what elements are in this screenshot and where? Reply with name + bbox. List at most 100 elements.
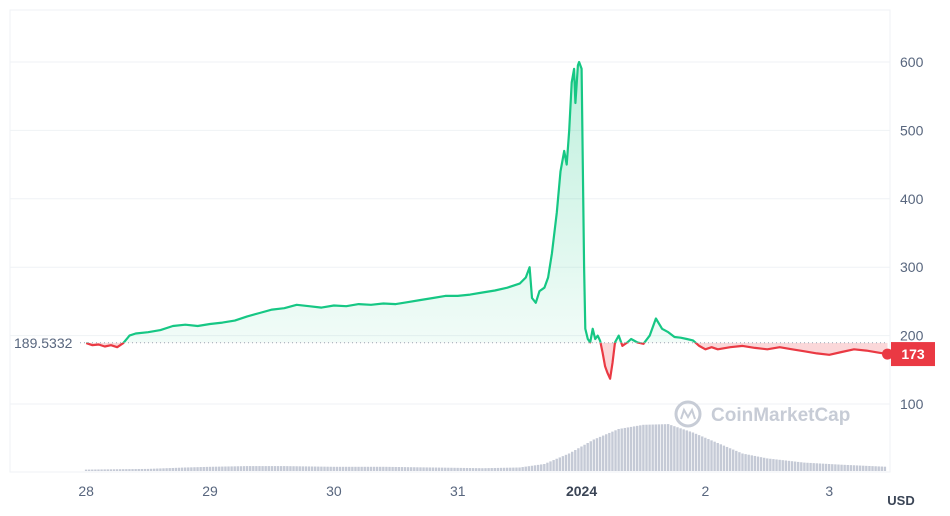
volume-bar <box>682 429 685 471</box>
volume-bar <box>713 441 716 471</box>
volume-bar <box>493 467 496 471</box>
volume-bar <box>530 465 534 471</box>
volume-bar <box>100 469 103 471</box>
volume-bar <box>496 467 500 471</box>
volume-bar <box>258 466 261 471</box>
y-axis: 100 200 300 400 500 600 <box>900 54 924 412</box>
volume-bar <box>465 467 469 471</box>
volume-bar <box>227 466 230 471</box>
volume-bar <box>323 466 326 471</box>
volume-bar <box>676 427 679 471</box>
volume-bar <box>707 439 710 471</box>
x-tick-label: 2 <box>702 483 710 499</box>
volume-bar <box>549 461 552 471</box>
volume-bar <box>307 466 311 471</box>
volume-bar <box>261 466 264 471</box>
volume-bar <box>555 458 558 471</box>
volume-bar <box>205 466 209 471</box>
volume-bar <box>685 430 688 471</box>
x-tick-label: 30 <box>326 483 342 499</box>
x-axis: 28 29 30 31 2024 2 3 <box>78 483 833 499</box>
volume-bar <box>657 424 661 471</box>
volume-bar <box>797 461 800 471</box>
volume-bar <box>292 466 295 471</box>
volume-bar <box>583 444 586 471</box>
volume-bar <box>400 467 404 471</box>
volume-bar <box>505 467 509 471</box>
volume-bar <box>623 427 627 471</box>
volume-bar <box>115 469 119 471</box>
volume-bar <box>270 466 274 471</box>
volume-bar <box>341 466 345 471</box>
volume-bar <box>803 462 806 471</box>
volume-bar <box>397 467 401 471</box>
volume-bar <box>196 467 199 471</box>
volume-bar <box>314 466 317 471</box>
volume-bar <box>332 466 335 471</box>
volume-bar <box>394 466 397 471</box>
volume-bar <box>348 466 351 471</box>
price-area-above <box>123 62 696 343</box>
volume-bar <box>190 467 193 471</box>
volume-bar <box>620 428 623 471</box>
volume-bar <box>255 466 258 471</box>
volume-bar <box>688 431 692 471</box>
volume-bar <box>834 464 837 471</box>
grid <box>10 61 890 405</box>
volume-bar <box>338 466 342 471</box>
volume-bar <box>391 466 394 471</box>
volume-bar <box>363 466 366 471</box>
volume-bar <box>735 450 738 471</box>
volume-bar <box>617 429 620 471</box>
volume-bar <box>264 466 267 471</box>
volume-bar <box>670 425 673 471</box>
volume-bar <box>283 466 286 471</box>
volume-bar <box>837 464 840 471</box>
volume-bar <box>636 425 639 471</box>
volume-bar <box>434 467 438 471</box>
volume-bar <box>94 469 97 471</box>
volume-bar <box>267 466 270 471</box>
volume-bar <box>419 467 422 471</box>
volume-bar <box>416 467 419 471</box>
volume-bar <box>422 467 425 471</box>
volume-bar <box>722 445 726 471</box>
volume-bar <box>738 452 741 471</box>
volume-bar <box>527 466 531 471</box>
volume-bar <box>852 465 856 471</box>
volume-bar <box>809 462 812 471</box>
volume-bar <box>159 468 162 471</box>
volume-bar <box>858 465 862 471</box>
volume-bar <box>651 424 654 471</box>
volume-bar <box>208 466 212 471</box>
volume-bar <box>484 468 487 471</box>
volume-bar <box>366 466 370 471</box>
volume-bar <box>140 468 144 471</box>
volume-bar <box>877 466 880 471</box>
volume-bar <box>790 461 794 471</box>
volume-bar <box>502 467 506 471</box>
volume-bar <box>654 424 657 471</box>
volume-bar <box>137 469 140 471</box>
volume-bar <box>719 444 723 471</box>
volume-bar <box>125 469 128 471</box>
volume-bar <box>372 466 376 471</box>
volume-bar <box>112 469 116 471</box>
volume-bar <box>103 469 106 471</box>
logo-wave-icon <box>680 407 696 420</box>
volume-bar <box>769 458 772 471</box>
volume-bar <box>756 456 760 471</box>
volume-bar <box>177 467 181 471</box>
volume-bar <box>775 459 778 471</box>
volume-bar <box>710 440 713 471</box>
volume-bar <box>589 441 592 471</box>
volume-bar <box>793 461 797 471</box>
volume-bar <box>762 457 766 471</box>
price-area-below <box>86 342 888 379</box>
volume-bar <box>97 469 100 471</box>
volume-bar <box>211 466 215 471</box>
volume-bar <box>883 466 887 471</box>
volume-bar <box>233 466 236 471</box>
volume-bar <box>660 424 664 471</box>
